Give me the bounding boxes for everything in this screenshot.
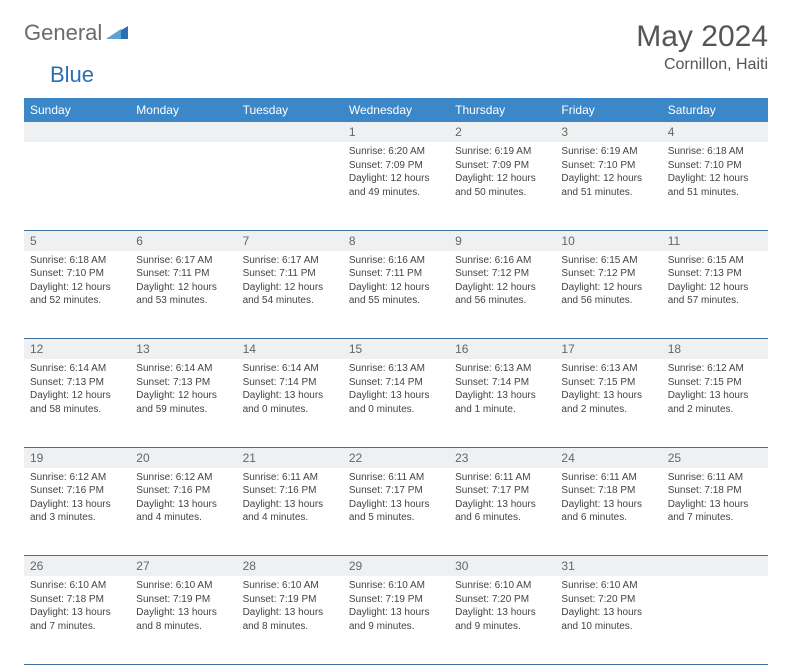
day-detail-cell: [237, 142, 343, 230]
day-number-cell: 22: [343, 447, 449, 468]
day-detail-cell: [662, 576, 768, 664]
day-detail-cell: Sunrise: 6:11 AMSunset: 7:17 PMDaylight:…: [343, 468, 449, 556]
brand-logo: General: [24, 20, 130, 46]
day-detail-cell: Sunrise: 6:11 AMSunset: 7:18 PMDaylight:…: [662, 468, 768, 556]
day-detail-cell: Sunrise: 6:16 AMSunset: 7:11 PMDaylight:…: [343, 251, 449, 339]
weekday-header: Monday: [130, 98, 236, 122]
day-detail-cell: Sunrise: 6:20 AMSunset: 7:09 PMDaylight:…: [343, 142, 449, 230]
day-number-cell: 19: [24, 447, 130, 468]
day-detail-row: Sunrise: 6:20 AMSunset: 7:09 PMDaylight:…: [24, 142, 768, 230]
day-number-row: 262728293031: [24, 556, 768, 577]
day-detail-cell: Sunrise: 6:16 AMSunset: 7:12 PMDaylight:…: [449, 251, 555, 339]
brand-part2: Blue: [50, 62, 94, 88]
day-number-row: 19202122232425: [24, 447, 768, 468]
day-detail-cell: Sunrise: 6:10 AMSunset: 7:19 PMDaylight:…: [343, 576, 449, 664]
title-block: May 2024 Cornillon, Haiti: [636, 20, 768, 74]
day-detail-cell: Sunrise: 6:19 AMSunset: 7:10 PMDaylight:…: [555, 142, 661, 230]
day-number-cell: 12: [24, 339, 130, 360]
day-number-cell: 9: [449, 230, 555, 251]
day-detail-cell: Sunrise: 6:13 AMSunset: 7:14 PMDaylight:…: [343, 359, 449, 447]
day-number-cell: 27: [130, 556, 236, 577]
day-number-cell: 18: [662, 339, 768, 360]
day-number-cell: 16: [449, 339, 555, 360]
day-number-cell: 2: [449, 122, 555, 142]
day-number-cell: [237, 122, 343, 142]
day-number-cell: 30: [449, 556, 555, 577]
day-detail-cell: [130, 142, 236, 230]
day-number-cell: 15: [343, 339, 449, 360]
weekday-header: Wednesday: [343, 98, 449, 122]
weekday-header: Thursday: [449, 98, 555, 122]
day-number-cell: 3: [555, 122, 661, 142]
day-number-row: 1234: [24, 122, 768, 142]
day-detail-cell: Sunrise: 6:14 AMSunset: 7:14 PMDaylight:…: [237, 359, 343, 447]
day-detail-cell: Sunrise: 6:15 AMSunset: 7:13 PMDaylight:…: [662, 251, 768, 339]
day-number-cell: 13: [130, 339, 236, 360]
day-detail-cell: Sunrise: 6:18 AMSunset: 7:10 PMDaylight:…: [662, 142, 768, 230]
day-number-cell: 5: [24, 230, 130, 251]
calendar-table: SundayMondayTuesdayWednesdayThursdayFrid…: [24, 98, 768, 665]
brand-part1: General: [24, 20, 102, 46]
day-detail-cell: Sunrise: 6:12 AMSunset: 7:15 PMDaylight:…: [662, 359, 768, 447]
day-number-cell: 17: [555, 339, 661, 360]
day-detail-cell: Sunrise: 6:12 AMSunset: 7:16 PMDaylight:…: [130, 468, 236, 556]
day-detail-cell: Sunrise: 6:11 AMSunset: 7:16 PMDaylight:…: [237, 468, 343, 556]
day-number-cell: 14: [237, 339, 343, 360]
day-number-row: 567891011: [24, 230, 768, 251]
brand-triangle-icon: [106, 23, 128, 44]
day-number-cell: 23: [449, 447, 555, 468]
day-detail-cell: Sunrise: 6:18 AMSunset: 7:10 PMDaylight:…: [24, 251, 130, 339]
day-detail-cell: Sunrise: 6:14 AMSunset: 7:13 PMDaylight:…: [130, 359, 236, 447]
day-detail-cell: Sunrise: 6:13 AMSunset: 7:15 PMDaylight:…: [555, 359, 661, 447]
day-number-cell: 4: [662, 122, 768, 142]
day-number-cell: 31: [555, 556, 661, 577]
day-detail-cell: Sunrise: 6:11 AMSunset: 7:17 PMDaylight:…: [449, 468, 555, 556]
weekday-header-row: SundayMondayTuesdayWednesdayThursdayFrid…: [24, 98, 768, 122]
day-detail-cell: Sunrise: 6:10 AMSunset: 7:19 PMDaylight:…: [130, 576, 236, 664]
day-detail-cell: Sunrise: 6:11 AMSunset: 7:18 PMDaylight:…: [555, 468, 661, 556]
day-number-cell: 26: [24, 556, 130, 577]
day-number-cell: 10: [555, 230, 661, 251]
day-detail-cell: Sunrise: 6:19 AMSunset: 7:09 PMDaylight:…: [449, 142, 555, 230]
day-number-cell: 8: [343, 230, 449, 251]
day-number-cell: 11: [662, 230, 768, 251]
day-number-cell: 25: [662, 447, 768, 468]
day-number-cell: 21: [237, 447, 343, 468]
day-detail-cell: Sunrise: 6:15 AMSunset: 7:12 PMDaylight:…: [555, 251, 661, 339]
weekday-header: Friday: [555, 98, 661, 122]
day-number-cell: 7: [237, 230, 343, 251]
day-detail-cell: Sunrise: 6:10 AMSunset: 7:19 PMDaylight:…: [237, 576, 343, 664]
day-number-cell: 6: [130, 230, 236, 251]
day-detail-cell: Sunrise: 6:17 AMSunset: 7:11 PMDaylight:…: [237, 251, 343, 339]
month-title: May 2024: [636, 20, 768, 54]
weekday-header: Tuesday: [237, 98, 343, 122]
day-detail-cell: Sunrise: 6:10 AMSunset: 7:20 PMDaylight:…: [449, 576, 555, 664]
day-detail-row: Sunrise: 6:10 AMSunset: 7:18 PMDaylight:…: [24, 576, 768, 664]
location-label: Cornillon, Haiti: [636, 56, 768, 74]
weekday-header: Saturday: [662, 98, 768, 122]
day-number-cell: [24, 122, 130, 142]
day-detail-cell: Sunrise: 6:14 AMSunset: 7:13 PMDaylight:…: [24, 359, 130, 447]
day-detail-row: Sunrise: 6:12 AMSunset: 7:16 PMDaylight:…: [24, 468, 768, 556]
day-detail-cell: Sunrise: 6:13 AMSunset: 7:14 PMDaylight:…: [449, 359, 555, 447]
day-detail-cell: Sunrise: 6:10 AMSunset: 7:18 PMDaylight:…: [24, 576, 130, 664]
day-number-cell: [130, 122, 236, 142]
weekday-header: Sunday: [24, 98, 130, 122]
day-number-cell: 24: [555, 447, 661, 468]
day-detail-cell: [24, 142, 130, 230]
day-number-cell: 1: [343, 122, 449, 142]
day-number-cell: 20: [130, 447, 236, 468]
day-detail-cell: Sunrise: 6:17 AMSunset: 7:11 PMDaylight:…: [130, 251, 236, 339]
day-number-cell: 29: [343, 556, 449, 577]
day-detail-row: Sunrise: 6:14 AMSunset: 7:13 PMDaylight:…: [24, 359, 768, 447]
calendar-body: 1234 Sunrise: 6:20 AMSunset: 7:09 PMDayl…: [24, 122, 768, 664]
day-detail-row: Sunrise: 6:18 AMSunset: 7:10 PMDaylight:…: [24, 251, 768, 339]
day-number-cell: 28: [237, 556, 343, 577]
day-number-row: 12131415161718: [24, 339, 768, 360]
day-detail-cell: Sunrise: 6:10 AMSunset: 7:20 PMDaylight:…: [555, 576, 661, 664]
day-detail-cell: Sunrise: 6:12 AMSunset: 7:16 PMDaylight:…: [24, 468, 130, 556]
day-number-cell: [662, 556, 768, 577]
